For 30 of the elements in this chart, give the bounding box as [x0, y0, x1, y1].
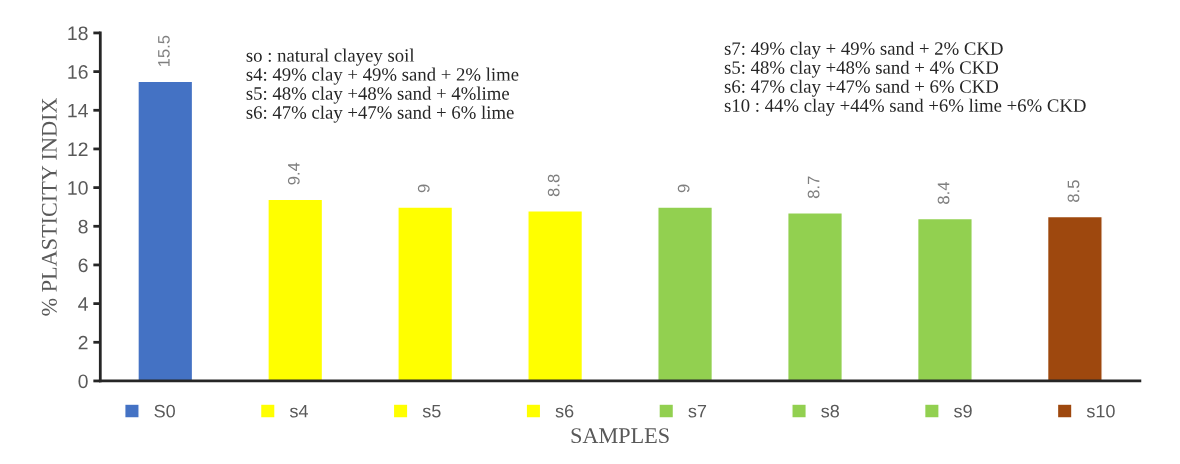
data-label: 8.5	[1067, 180, 1080, 202]
y-tick-label: 18	[68, 26, 88, 41]
annotation: so : natural clayey soil s4: 49% clay + 49% sand + 2% lime s5: 48% clay +48% sand + 4%lime s6: 47% clay +47% sand + 6% lime	[246, 48, 519, 123]
y-axis-title: % PLASTICITY INDIX	[41, 97, 57, 316]
legend-label: s10	[1086, 404, 1115, 418]
y-tick-label: 10	[68, 181, 88, 195]
data-label: 9	[677, 184, 690, 193]
y-tick-label: 0	[78, 374, 88, 389]
y-tick-label: 2	[78, 335, 88, 350]
data-label: 9.4	[287, 162, 300, 185]
legend-label: s7	[688, 404, 707, 418]
y-tick-label: 8	[78, 219, 88, 234]
y-tick-label: 16	[68, 65, 88, 79]
x-axis-title: SAMPLES	[571, 428, 669, 444]
data-label: 8.4	[937, 181, 950, 204]
y-tick-label: 4	[78, 297, 88, 311]
y-tick-label: 12	[68, 142, 88, 156]
data-label: 9	[417, 184, 430, 193]
legend-label: s6	[555, 404, 574, 418]
legend-label: s8	[821, 404, 839, 418]
y-tick-label: 6	[78, 258, 88, 273]
legend-label: s4	[289, 404, 308, 418]
data-label: 15.5	[158, 35, 170, 67]
legend-label: s9	[954, 404, 972, 418]
y-tick-label: 14	[68, 103, 88, 118]
annotation: s7: 49% clay + 49% sand + 2% CKD s5: 48% clay +48% sand + 4% CKD s6: 47% clay +47% sand + 6% CKD s10 : 44% clay +44% sand +6% lime +6% CKD	[724, 41, 1086, 116]
legend-label: S0	[154, 404, 175, 418]
data-label: 8.7	[807, 176, 820, 199]
legend-label: s5	[422, 404, 441, 418]
data-label: 8.8	[547, 174, 560, 197]
